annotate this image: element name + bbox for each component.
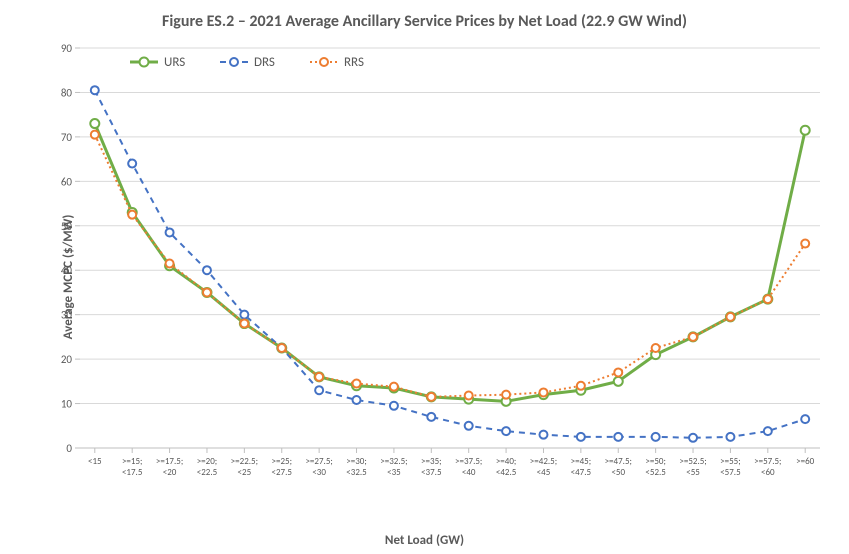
y-tick-label: 90: [61, 42, 73, 55]
legend-label-urs: URS: [164, 55, 185, 70]
x-tick-label: >=40;<42.5: [496, 456, 517, 478]
x-tick-label: >=30;<32.5: [346, 456, 367, 478]
y-tick-label: 80: [61, 86, 73, 99]
series-marker-rrs: [801, 240, 809, 248]
x-tick-label: >=17.5;<20: [156, 456, 183, 478]
x-tick-label: >=32.5;<35: [380, 456, 407, 478]
series-marker-rrs: [315, 373, 323, 381]
x-tick-label: >=15;<17.5: [122, 456, 143, 478]
series-marker-rrs: [502, 391, 510, 399]
series-marker-drs: [203, 266, 211, 274]
series-marker-drs: [465, 422, 473, 430]
series-marker-drs: [652, 433, 660, 441]
series-marker-rrs: [128, 211, 136, 219]
series-marker-rrs: [726, 313, 734, 321]
y-tick-label: 30: [61, 309, 73, 322]
series-marker-rrs: [353, 380, 361, 388]
x-tick-label: >=20;<22.5: [197, 456, 218, 478]
series-marker-drs: [240, 311, 248, 319]
series-marker-rrs: [764, 295, 772, 303]
series-marker-drs: [689, 434, 697, 442]
series-marker-drs: [353, 396, 361, 404]
x-tick-label: >=55;<57.5: [720, 456, 741, 478]
x-tick-label: >=50;<52.5: [645, 456, 666, 478]
series-marker-drs: [502, 427, 510, 435]
series-marker-rrs: [614, 368, 622, 376]
x-tick-label: >=25;<27.5: [271, 456, 292, 478]
series-marker-rrs: [689, 333, 697, 341]
x-tick-label: <15: [88, 456, 102, 467]
series-line-drs: [95, 90, 805, 438]
y-tick-label: 20: [61, 353, 73, 366]
x-tick-label: >=22.5;<25: [231, 456, 258, 478]
series-marker-drs: [166, 228, 174, 236]
series-marker-drs: [577, 433, 585, 441]
legend-label-rrs: RRS: [344, 55, 364, 70]
series-line-rrs: [95, 135, 805, 397]
series-marker-drs: [315, 386, 323, 394]
series-marker-rrs: [166, 260, 174, 268]
legend: URS DRS RRS: [130, 55, 364, 70]
series-marker-rrs: [539, 388, 547, 396]
series-marker-rrs: [427, 393, 435, 401]
y-tick-label: 0: [66, 442, 72, 455]
x-tick-label: >=42.5;<45: [530, 456, 557, 478]
series-marker-rrs: [465, 392, 473, 400]
y-tick-label: 70: [61, 131, 73, 144]
series-marker-drs: [801, 415, 809, 423]
series-marker-rrs: [91, 131, 99, 139]
chart-plot: 0 10 20 30 40 50 60 70 80 90 <15 >=15;<17.5 >=17.5;<…: [0, 0, 849, 554]
series-marker-rrs: [278, 344, 286, 352]
series-marker-rrs: [203, 288, 211, 296]
x-tick-label: >=35;<37.5: [421, 456, 442, 478]
series-marker-drs: [726, 433, 734, 441]
series-marker-drs: [390, 402, 398, 410]
series-marker-urs: [90, 119, 99, 128]
series-marker-drs: [91, 86, 99, 94]
y-tick-label: 50: [61, 220, 73, 233]
x-tick-label: >=57.5;<60: [754, 456, 781, 478]
chart-container: Figure ES.2 – 2021 Average Ancillary Ser…: [0, 0, 849, 554]
x-tick-label: >=47.5;<50: [605, 456, 632, 478]
series-marker-rrs: [240, 320, 248, 328]
legend-label-drs: DRS: [254, 55, 275, 70]
x-tick-label: >=52.5;<55: [679, 456, 706, 478]
series-marker-rrs: [652, 344, 660, 352]
series-marker-drs: [614, 433, 622, 441]
series-marker-urs: [801, 126, 810, 135]
series-marker-drs: [539, 431, 547, 439]
series-marker-rrs: [577, 382, 585, 390]
y-tick-label: 60: [61, 175, 73, 188]
y-tick-label: 10: [61, 398, 73, 411]
series-marker-drs: [427, 413, 435, 421]
y-tick-label: 40: [61, 264, 73, 277]
series-marker-rrs: [390, 383, 398, 391]
x-tick-label: >=37.5;<40: [455, 456, 482, 478]
x-tick-label: >=45;<47.5: [571, 456, 592, 478]
series-line-urs: [95, 124, 805, 402]
series-marker-drs: [128, 160, 136, 168]
x-tick-label: >=60: [796, 456, 815, 467]
x-tick-label: >=27.5;<30: [305, 456, 332, 478]
series-marker-urs: [614, 377, 623, 386]
series-marker-drs: [764, 427, 772, 435]
